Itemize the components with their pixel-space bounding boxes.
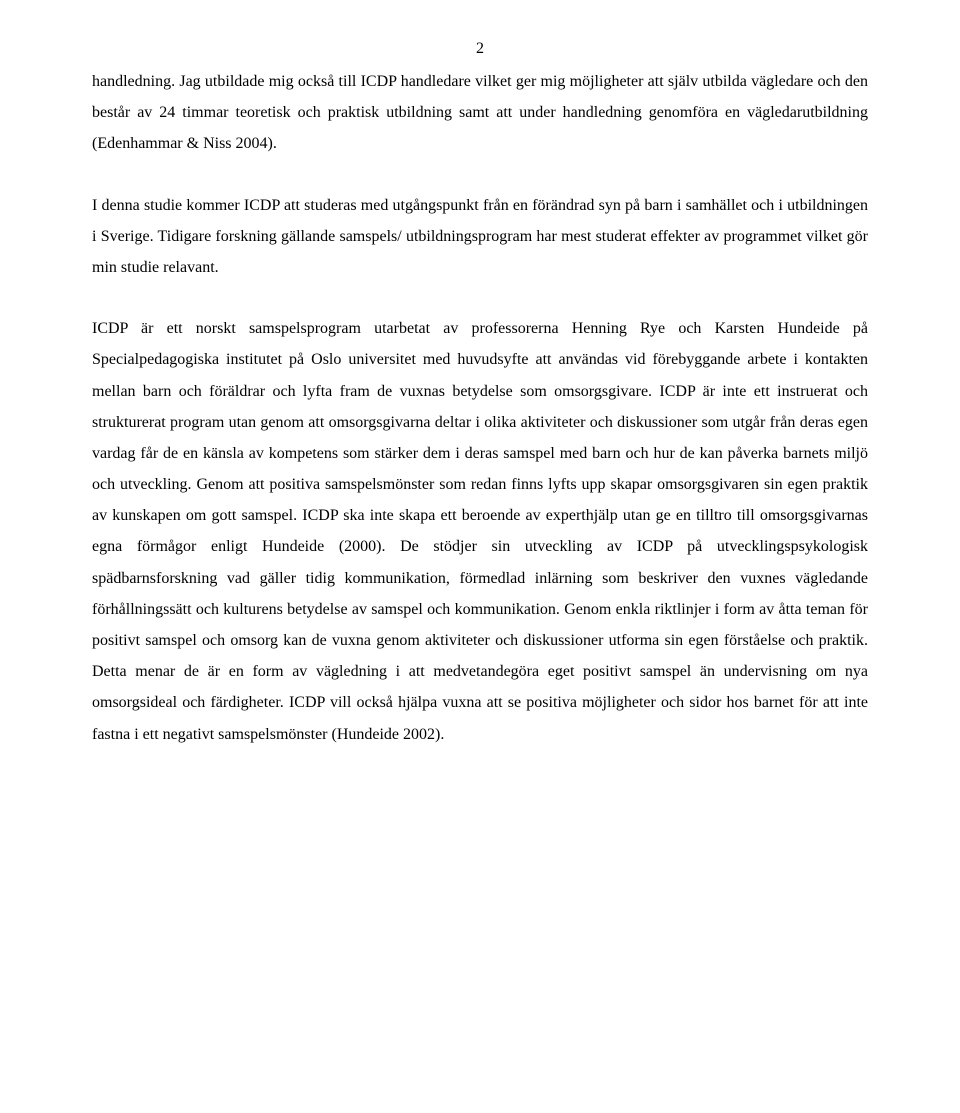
paragraph-2: I denna studie kommer ICDP att studeras … <box>92 190 868 284</box>
page-number: 2 <box>92 40 868 58</box>
paragraph-1: handledning. Jag utbildade mig också til… <box>92 66 868 160</box>
paragraph-3: ICDP är ett norskt samspelsprogram utarb… <box>92 313 868 750</box>
